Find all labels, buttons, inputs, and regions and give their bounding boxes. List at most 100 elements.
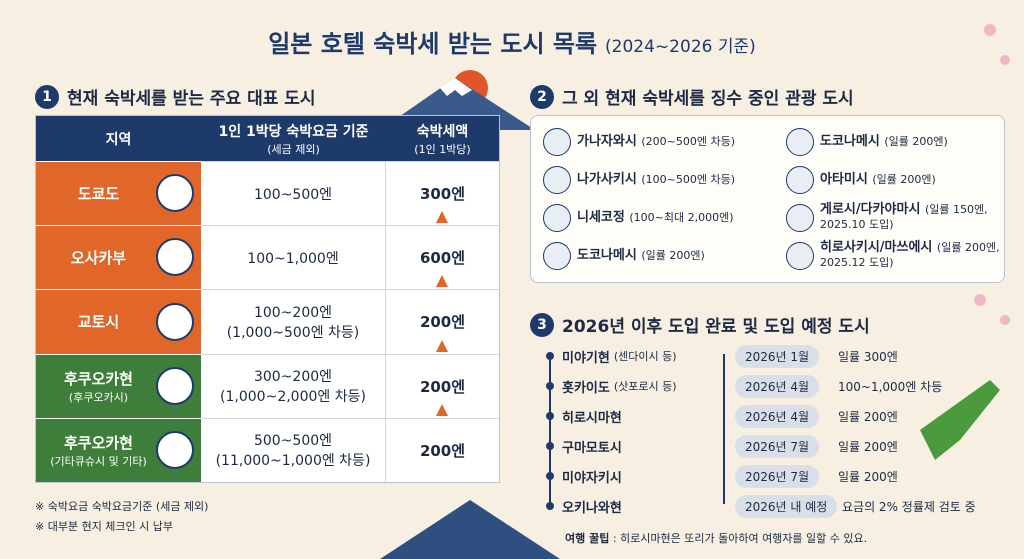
city-name: 가나자와시	[577, 133, 637, 149]
header-main: 숙박세액	[416, 123, 469, 140]
city-item: 아타미시 (일률 200엔)	[786, 164, 1001, 196]
city-detail: (일률 200엔, 2025.12 도입)	[820, 241, 1000, 269]
rate: 500~500엔	[253, 433, 333, 450]
detail: 100~1,000엔 차등	[838, 380, 943, 394]
region: 후쿠오카현	[63, 369, 133, 388]
arrow	[436, 211, 448, 224]
note: ※ 숙박요금 숙박요금기준 (세금 제외)	[35, 500, 209, 513]
arrow	[436, 275, 448, 288]
date-pill: 2026년 7월	[735, 465, 820, 488]
dot	[546, 442, 554, 450]
city-item: 나가사키시 (100~500엔 차등)	[543, 164, 783, 196]
section-title-text: 그 외 현재 숙박세를 징수 중인 관광 도시	[562, 89, 854, 109]
rate-cell: 100~500엔	[201, 161, 386, 226]
section-number: 3	[530, 312, 554, 337]
city-name: 미야자키시	[562, 470, 622, 486]
tip: 여행 꿀팁 : 히로시마현은 또리가 돌아하여 여행자를 일할 수 있요.	[565, 530, 867, 546]
city-icon	[543, 166, 571, 194]
arrow	[436, 339, 448, 352]
city-note: (센다이시 등)	[613, 350, 677, 363]
city-icon	[543, 128, 571, 156]
header-sub: (1인 1박당)	[414, 142, 471, 156]
rate-cell: 500~500엔 (11,000~1,000엔 차등)	[201, 417, 386, 482]
timeline	[549, 354, 551, 504]
city-icon	[156, 366, 194, 405]
mountain	[380, 500, 560, 559]
detail: 일률 200엔	[838, 440, 898, 454]
city-detail: (일률 200엔)	[884, 134, 948, 148]
dot	[546, 502, 554, 510]
tax-cell: 200엔	[386, 289, 499, 353]
blossom	[974, 294, 986, 306]
city-text: 가나자와시 (200~500엔 차등)	[577, 133, 735, 150]
region-cell: 후쿠오카현 (기타큐슈시 및 기타)	[36, 417, 161, 482]
region: 교토시	[77, 313, 120, 332]
city-item: 니세코정 (100~최대 2,000엔)	[543, 202, 783, 234]
dot	[546, 412, 554, 420]
city-item: 가나자와시 (200~500엔 차등)	[543, 126, 783, 158]
section-number: 2	[530, 84, 554, 109]
city-text: 도코나메시 (일률 200엔)	[577, 248, 705, 264]
schedule-list: 미야기현 (센다이시 등) 2026년 1월 일률 300엔 홋카이도 (삿포로시 등) 2…	[540, 344, 1010, 524]
tip-label: 여행 꿀팁	[565, 532, 610, 545]
header-main: 1인 1박당 숙박요금 기준	[218, 123, 369, 140]
tax: 200엔	[419, 441, 466, 460]
title-text: 일본 호텔 숙박세 받는 도시 목록	[268, 30, 598, 58]
dot	[546, 382, 554, 390]
city-text: 도코나메시 (일률 200엔)	[820, 133, 948, 150]
rate-cell: 100~200엔 (1,000~500엔 차등)	[201, 289, 386, 354]
city-detail: (일률 150엔, 2025.10 도입)	[820, 203, 988, 231]
tax-cell: 600엔	[386, 225, 499, 289]
arrow	[436, 403, 448, 416]
rate-note: (1,000~500엔 차등)	[226, 324, 360, 341]
section-title-text: 2026년 이후 도입 완료 및 도입 예정 도시	[562, 317, 870, 337]
timeline	[723, 354, 725, 504]
city-icon	[786, 204, 814, 232]
date-pill: 2026년 7월	[735, 435, 820, 458]
city-icon	[786, 242, 814, 270]
tip-text: : 히로시마현은 또리가 돌아하여 여행자를 일할 수 있요.	[612, 532, 868, 545]
date-pill: 2026년 내 예정	[735, 495, 838, 518]
city-icon	[543, 242, 571, 270]
city-icon	[156, 174, 194, 213]
city: 홋카이도 (삿포로시 등)	[562, 374, 677, 398]
city: 오키나와현	[562, 494, 622, 518]
city-item: 도코나메시 (일률 200엔)	[786, 126, 1001, 158]
rate: 300~200엔	[253, 369, 333, 386]
detail: 일률 200엔	[838, 410, 898, 424]
note: ※ 대부분 현지 체크인 시 납부	[35, 520, 174, 533]
city-name: 구마모토시	[562, 440, 622, 456]
city-icon	[156, 238, 194, 277]
city-note: (삿포로시 등)	[613, 380, 677, 393]
rate-note: (1,000~2,000엔 차등)	[220, 389, 366, 406]
detail: 일률 300엔	[838, 350, 898, 364]
header-main: 지역	[105, 131, 132, 148]
rate: 100~200엔	[253, 304, 333, 321]
city-item: 도코나메시 (일률 200엔)	[543, 240, 783, 272]
table: 지역 1인 1박당 숙박요금 기준 (세금 제외) 숙박세액 (1인 1박당) 도쿄도 10…	[35, 115, 500, 483]
region-sub: (기타큐슈시 및 기타)	[50, 454, 147, 468]
tax: 200엔	[419, 377, 466, 396]
region-cell: 오사카부	[36, 225, 161, 290]
city-detail: (100~500엔 차등)	[641, 172, 735, 186]
tax: 200엔	[419, 313, 466, 332]
city-text: 히로사키시/마쓰에시 (일률 200엔, 2025.12 도입)	[820, 240, 1001, 271]
city-name: 도코나메시	[820, 133, 880, 149]
subtitle: (2024~2026 기준)	[605, 37, 756, 57]
table-header: 숙박세액 (1인 1박당)	[386, 116, 499, 161]
date-pill: 2026년 1월	[735, 345, 820, 368]
city: 미야자키시	[562, 464, 622, 488]
header-sub: (세금 제외)	[267, 142, 320, 156]
section-title: 1 현재 숙박세를 받는 주요 대표 도시	[35, 84, 316, 109]
date-pill: 2026년 4월	[735, 405, 820, 428]
blossom	[1000, 55, 1010, 65]
city-name: 히로사키시/마쓰에시	[820, 240, 933, 256]
city: 구마모토시	[562, 434, 622, 458]
region-cell: 도쿄도	[36, 161, 161, 226]
region: 도쿄도	[77, 185, 120, 204]
region-cell: 후쿠오카현 (후쿠오카시)	[36, 353, 161, 418]
city-name: 나가사키시	[577, 171, 637, 187]
detail: 요금의 2% 정률제 검토 중	[842, 500, 976, 514]
tax: 300엔	[419, 185, 466, 204]
